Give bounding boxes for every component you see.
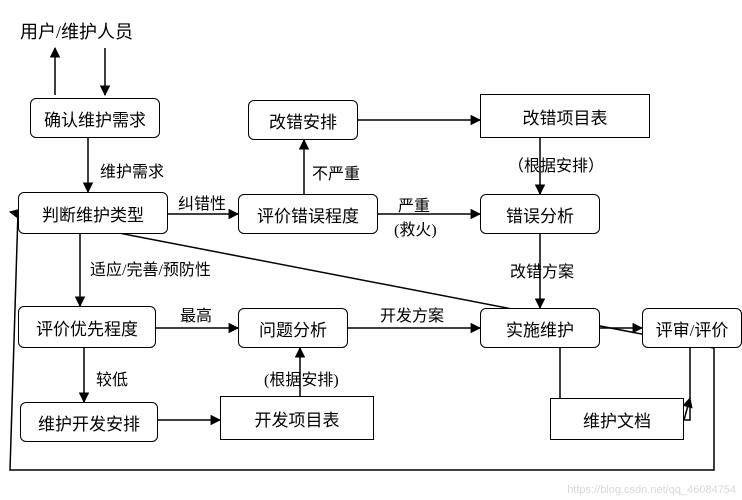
edge-label-adapt: 适应/完善/预防性	[90, 256, 211, 280]
node-analysis: 问题分析	[238, 308, 348, 348]
edge-label-notsev: 不严重	[312, 160, 360, 184]
node-judge: 判断维护类型	[18, 192, 168, 234]
edge-label-corr: 纠错性	[178, 190, 226, 214]
edge-label-low: 较低	[96, 366, 128, 390]
edge-label-high: 最高	[180, 302, 212, 326]
edge-16	[684, 348, 690, 420]
edge-label-fire: (救火)	[394, 216, 437, 240]
node-review: 评审/评价	[642, 308, 742, 348]
edge-label-need: 维护需求	[100, 158, 164, 182]
node-impl: 实施维护	[480, 308, 600, 348]
node-priority: 评价优先程度	[18, 306, 156, 348]
title-user: 用户/维护人员	[20, 18, 133, 44]
node-fixplan: 改错安排	[248, 100, 358, 140]
node-errana: 错误分析	[480, 194, 600, 234]
edge-label-devsol: 开发方案	[380, 302, 444, 326]
node-fixlist: 改错项目表	[480, 94, 650, 138]
node-docs: 维护文档	[550, 398, 684, 440]
node-devplan: 维护开发安排	[20, 402, 158, 442]
node-devlist: 开发项目表	[220, 396, 374, 440]
watermark: https://blog.csdn.net/qq_46084754	[567, 484, 736, 496]
edge-label-sev: 严重	[398, 192, 430, 216]
node-confirm: 确认维护需求	[30, 98, 160, 138]
edge-label-byplan2: (根据安排)	[264, 366, 339, 390]
edge-label-fixsol: 改错方案	[510, 258, 574, 282]
node-severity: 评价错误程度	[238, 194, 378, 234]
edge-label-byplan1: （根据安排）	[508, 152, 604, 176]
